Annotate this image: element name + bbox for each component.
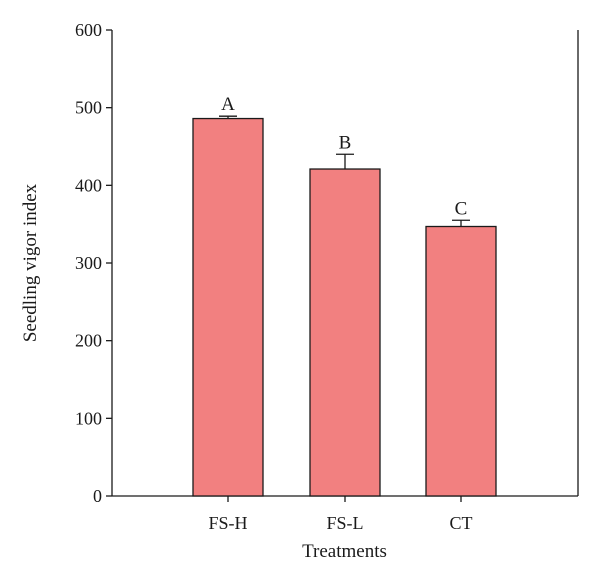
y-axis-ticks: 0 100 200 300 400 500 600 [75,20,112,506]
bar-fs-l [309,168,381,497]
x-tick-label: FS-L [326,513,363,533]
y-tick-label: 0 [93,486,102,506]
y-tick-label: 400 [75,175,102,195]
y-axis-label: Seedling vigor index [20,183,41,342]
x-tick-label: CT [449,513,472,533]
y-tick-label: 500 [75,98,102,118]
y-tick-label: 600 [75,20,102,40]
bars-group: A B C [192,94,497,497]
x-tick-label: FS-H [208,513,247,533]
significance-label: C [455,198,468,219]
significance-label: A [221,94,235,115]
y-tick-label: 200 [75,331,102,351]
y-tick-label: 100 [75,408,102,428]
significance-label: B [339,132,352,153]
x-axis-label: Treatments [302,541,387,562]
bar-ct [425,225,497,497]
bar-fs-h [192,117,264,497]
x-axis-ticks: FS-H FS-L CT [208,496,473,533]
y-tick-label: 300 [75,253,102,273]
